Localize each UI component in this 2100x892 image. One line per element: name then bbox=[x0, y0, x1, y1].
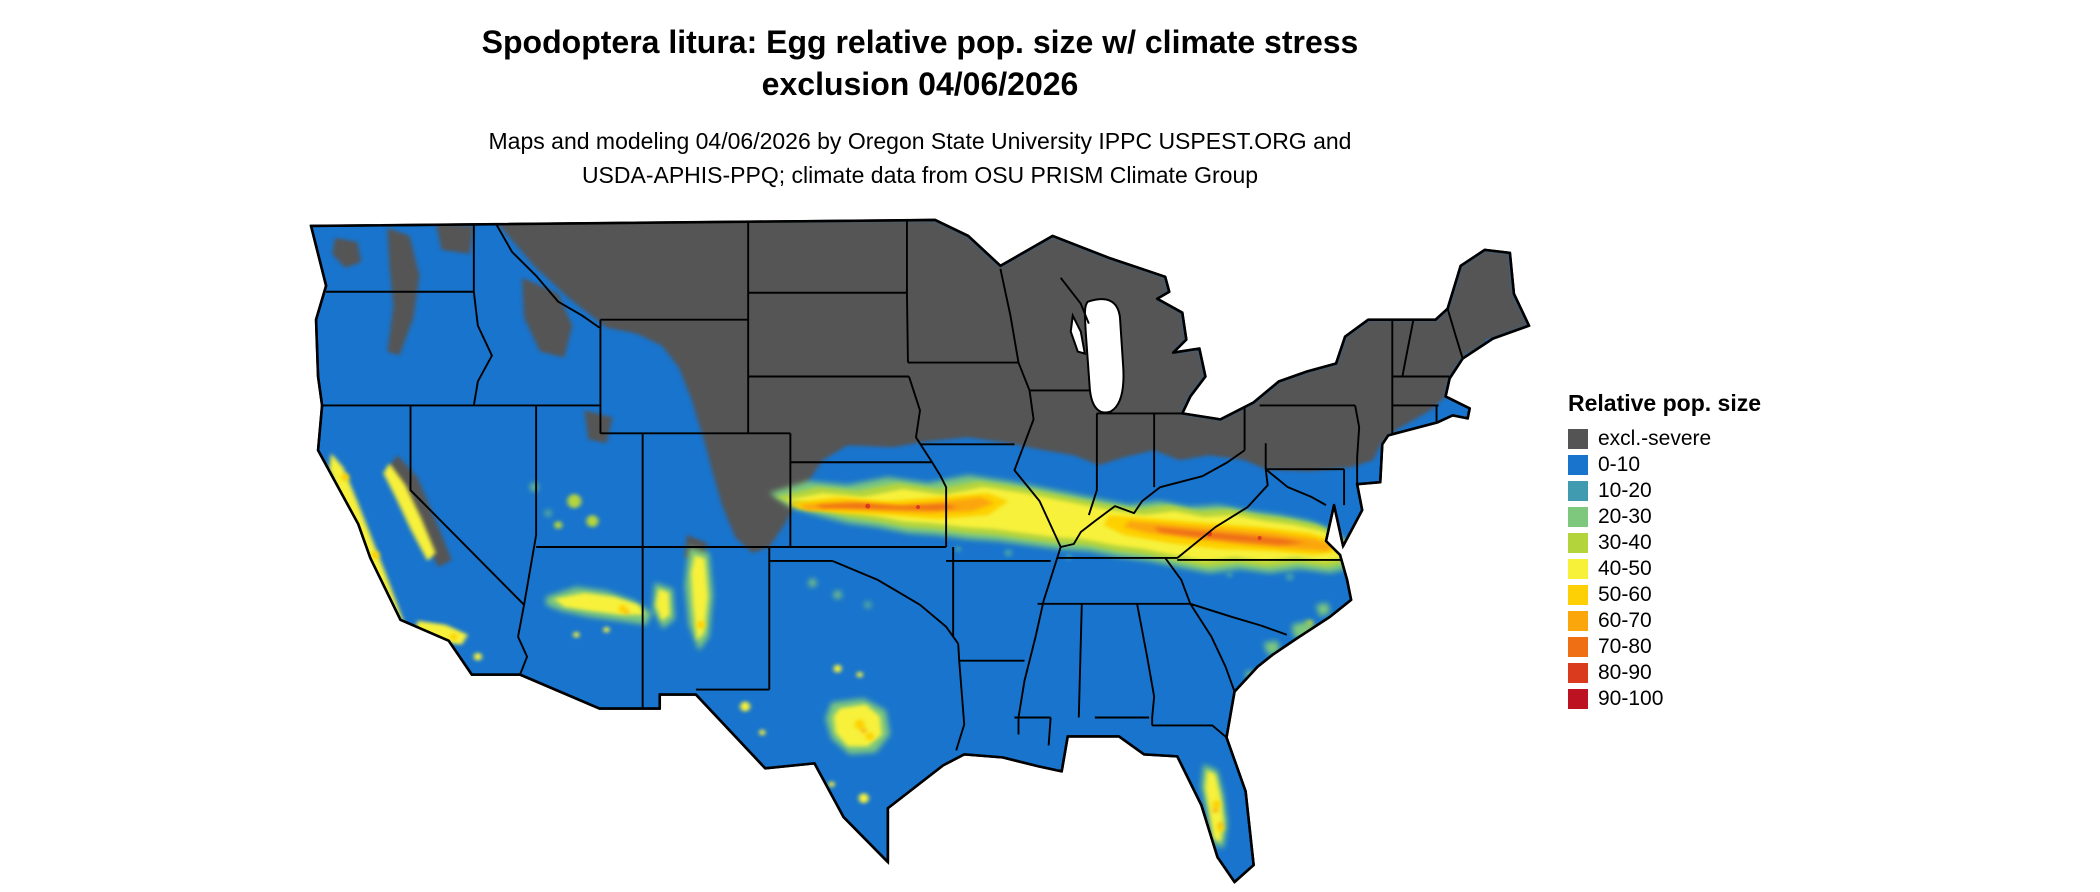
legend-swatch bbox=[1568, 481, 1588, 501]
lake-michigan bbox=[1083, 298, 1125, 414]
legend-item: 70-80 bbox=[1568, 635, 1898, 658]
legend-swatch bbox=[1568, 689, 1588, 709]
map-title-line2: exclusion 04/06/2026 bbox=[761, 65, 1079, 102]
map-legend: Relative pop. size excl.-severe 0-10 10-… bbox=[1568, 390, 1898, 715]
legend-item-label: excl.-severe bbox=[1598, 427, 1712, 450]
legend-swatch bbox=[1568, 611, 1588, 631]
state-borders bbox=[322, 219, 1464, 751]
legend-item: excl.-severe bbox=[1568, 427, 1898, 450]
legend-item-label: 30-40 bbox=[1598, 531, 1652, 554]
map-title-line1: Spodoptera litura: Egg relative pop. siz… bbox=[481, 24, 1359, 60]
raster-layers bbox=[329, 219, 1529, 856]
legend-item: 90-100 bbox=[1568, 687, 1898, 710]
legend-title: Relative pop. size bbox=[1568, 390, 1762, 416]
excluded-severe-layer bbox=[332, 219, 1529, 567]
legend-item-label: 50-60 bbox=[1598, 583, 1652, 606]
map-subtitle-line1: Maps and modeling 04/06/2026 by Oregon S… bbox=[488, 128, 1352, 155]
legend-swatch bbox=[1568, 663, 1588, 683]
legend-item-label: 40-50 bbox=[1598, 557, 1652, 580]
legend-item: 20-30 bbox=[1568, 505, 1898, 528]
legend-swatch bbox=[1568, 533, 1588, 553]
pop-70-80-layer bbox=[815, 503, 1305, 546]
map-subtitle-line2: USDA-APHIS-PPQ; climate data from OSU PR… bbox=[581, 161, 1259, 188]
legend-swatch bbox=[1568, 429, 1588, 449]
map-subtitle: Maps and modeling 04/06/2026 by Oregon S… bbox=[170, 125, 1670, 192]
us-outline bbox=[309, 218, 1531, 884]
legend-item: 60-70 bbox=[1568, 609, 1898, 632]
us-map-container bbox=[305, 206, 1531, 888]
legend-item-label: 10-20 bbox=[1598, 479, 1652, 502]
legend-item: 40-50 bbox=[1568, 557, 1898, 580]
legend-swatch bbox=[1568, 507, 1588, 527]
legend-swatch bbox=[1568, 585, 1588, 605]
legend-item-label: 90-100 bbox=[1598, 687, 1664, 710]
legend-item: 30-40 bbox=[1568, 531, 1898, 554]
legend-item-label: 20-30 bbox=[1598, 505, 1652, 528]
legend-swatch bbox=[1568, 455, 1588, 475]
legend-item: 0-10 bbox=[1568, 453, 1898, 476]
map-header: Spodoptera litura: Egg relative pop. siz… bbox=[170, 22, 1670, 192]
legend-item: 80-90 bbox=[1568, 661, 1898, 684]
legend-swatch bbox=[1568, 637, 1588, 657]
legend-item-label: 0-10 bbox=[1598, 453, 1641, 476]
green-bay bbox=[1069, 312, 1087, 355]
legend-item: 50-60 bbox=[1568, 583, 1898, 606]
great-lakes bbox=[1069, 298, 1125, 414]
map-title: Spodoptera litura: Egg relative pop. siz… bbox=[170, 22, 1670, 105]
legend-item: 10-20 bbox=[1568, 479, 1898, 502]
legend-swatch bbox=[1568, 559, 1588, 579]
us-map bbox=[309, 218, 1531, 884]
legend-item-label: 70-80 bbox=[1598, 635, 1652, 658]
legend-item-label: 60-70 bbox=[1598, 609, 1652, 632]
legend-item-label: 80-90 bbox=[1598, 661, 1652, 684]
